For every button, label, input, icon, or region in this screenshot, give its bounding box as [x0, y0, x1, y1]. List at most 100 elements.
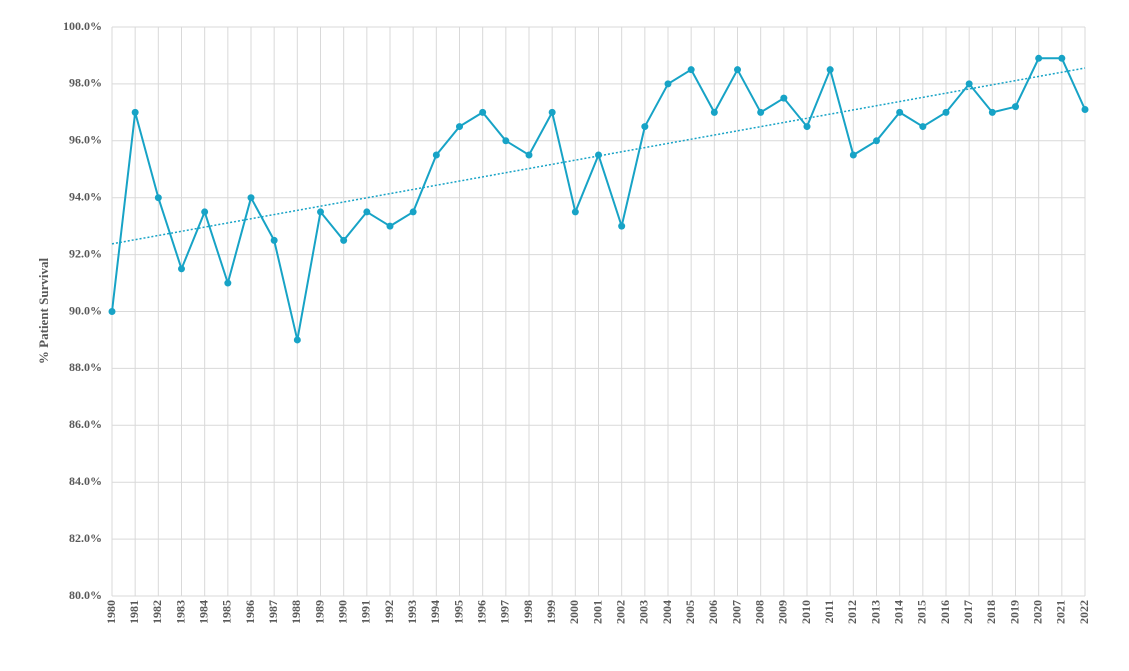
data-point — [409, 208, 417, 216]
x-tick-label: 1996 — [474, 600, 488, 624]
data-point — [270, 236, 278, 244]
data-point — [386, 222, 394, 230]
x-tick-label: 2016 — [938, 600, 952, 624]
data-point — [571, 208, 579, 216]
x-tick-label: 1994 — [428, 600, 442, 624]
data-point — [780, 94, 788, 102]
data-point — [896, 108, 904, 116]
data-point — [826, 66, 834, 74]
y-tick-label: 90.0% — [69, 303, 102, 317]
data-point — [988, 108, 996, 116]
data-point — [687, 66, 695, 74]
data-point — [849, 151, 857, 159]
data-point — [641, 123, 649, 131]
data-point — [525, 151, 533, 159]
y-tick-label: 80.0% — [69, 588, 102, 602]
data-point — [1081, 106, 1089, 114]
data-point — [1058, 54, 1066, 62]
data-point — [340, 236, 348, 244]
data-point — [1035, 54, 1043, 62]
data-point — [178, 265, 185, 273]
data-point — [108, 308, 116, 315]
x-tick-label: 2018 — [984, 600, 998, 624]
x-tick-label: 2000 — [567, 600, 581, 624]
x-tick-label: 1993 — [405, 600, 419, 624]
x-tick-label: 2011 — [822, 600, 836, 623]
data-point — [664, 80, 672, 88]
y-tick-label: 86.0% — [69, 417, 102, 431]
data-point — [201, 208, 209, 216]
x-tick-label: 2014 — [891, 600, 905, 624]
x-tick-label: 1980 — [104, 600, 118, 624]
x-tick-label: 2009 — [776, 600, 790, 624]
x-tick-label: 1985 — [220, 600, 234, 624]
x-tick-label: 1998 — [521, 600, 535, 624]
x-tick-label: 2020 — [1030, 600, 1044, 624]
x-tick-label: 1999 — [544, 600, 558, 624]
y-tick-label: 92.0% — [69, 246, 102, 260]
y-tick-label: 98.0% — [69, 76, 102, 90]
data-point — [317, 208, 324, 216]
data-point — [710, 108, 718, 116]
data-point — [757, 108, 765, 116]
x-tick-label: 1984 — [196, 600, 210, 624]
x-tick-label: 2005 — [683, 600, 697, 624]
x-tick-label: 2006 — [706, 600, 720, 624]
x-tick-label: 1986 — [243, 600, 257, 624]
data-point — [293, 336, 301, 344]
data-point — [131, 108, 139, 116]
x-tick-label: 2012 — [845, 600, 859, 624]
x-tick-label: 1997 — [498, 600, 512, 624]
x-tick-label: 1987 — [266, 600, 280, 624]
data-point — [595, 151, 602, 159]
data-point — [456, 123, 463, 131]
y-tick-label: 84.0% — [69, 474, 102, 488]
x-tick-label: 1982 — [150, 600, 164, 624]
x-tick-label: 1988 — [289, 600, 303, 624]
x-tick-label: 2022 — [1077, 600, 1091, 624]
x-tick-label: 2019 — [1007, 600, 1021, 624]
data-point — [548, 108, 556, 116]
data-point — [154, 194, 162, 202]
data-point — [803, 123, 811, 131]
x-tick-label: 2021 — [1054, 600, 1068, 624]
data-point — [502, 137, 510, 145]
x-tick-label: 1989 — [312, 600, 326, 624]
x-tick-label: 1983 — [173, 600, 187, 624]
x-tick-label: 2001 — [590, 600, 604, 624]
data-point — [873, 137, 880, 145]
data-point — [247, 194, 255, 202]
data-point — [919, 123, 927, 131]
y-tick-label: 94.0% — [69, 189, 102, 203]
x-tick-label: 2002 — [613, 600, 627, 624]
x-tick-label: 1991 — [359, 600, 373, 624]
data-point — [432, 151, 440, 159]
data-point — [363, 208, 371, 216]
data-point — [965, 80, 973, 88]
x-tick-label: 1995 — [451, 600, 465, 624]
x-tick-label: 1981 — [127, 600, 141, 624]
data-point — [942, 108, 950, 116]
x-tick-label: 2013 — [868, 600, 882, 624]
data-point — [479, 108, 487, 116]
y-tick-label: 88.0% — [69, 360, 102, 374]
y-axis-title: % Patient Survival — [36, 258, 51, 365]
x-tick-label: 2008 — [752, 600, 766, 624]
x-tick-label: 2007 — [729, 600, 743, 624]
data-point — [618, 222, 626, 230]
x-tick-label: 1992 — [382, 600, 396, 624]
x-tick-label: 1990 — [335, 600, 349, 624]
x-tick-label: 2010 — [799, 600, 813, 624]
trendline — [111, 67, 1086, 245]
data-point — [224, 279, 232, 287]
x-tick-label: 2003 — [637, 600, 651, 624]
y-tick-label: 82.0% — [69, 531, 102, 545]
y-tick-label: 100.0% — [63, 19, 102, 33]
x-tick-label: 2015 — [915, 600, 929, 624]
data-point — [734, 66, 741, 74]
y-tick-label: 96.0% — [69, 133, 102, 147]
data-point — [1012, 103, 1019, 111]
x-tick-label: 2004 — [660, 600, 674, 624]
x-tick-label: 2017 — [961, 600, 975, 624]
